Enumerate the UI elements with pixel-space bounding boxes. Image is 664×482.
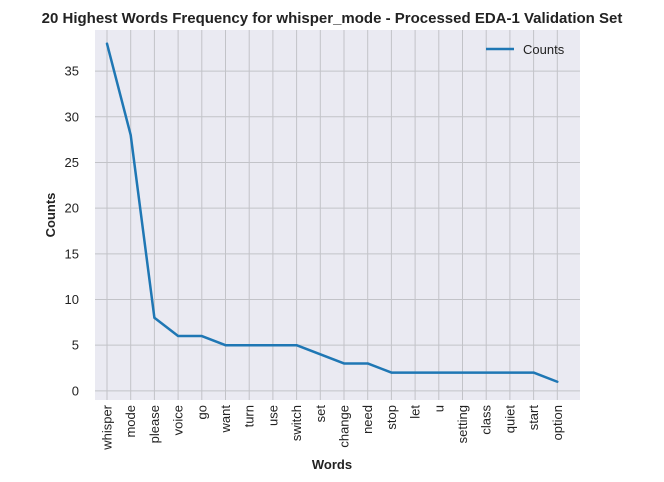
y-tick-label: 15	[65, 246, 79, 261]
x-axis-label: Words	[312, 457, 352, 472]
x-tick-label-turn: turn	[242, 405, 257, 427]
y-tick-label: 20	[65, 201, 79, 216]
y-tick-label: 35	[65, 64, 79, 79]
y-tick-label: 30	[65, 109, 79, 124]
x-tick-label-let: let	[408, 405, 423, 419]
x-tick-label-change: change	[337, 405, 352, 448]
x-tick-label-need: need	[360, 405, 375, 434]
x-tick-label-mode: mode	[123, 405, 138, 438]
legend: Counts	[486, 42, 565, 57]
x-tick-label-use: use	[265, 405, 280, 426]
x-tick-label-set: set	[313, 405, 328, 423]
y-tick-label: 25	[65, 155, 79, 170]
x-tick-label-please: please	[147, 405, 162, 443]
x-tick-label-quiet: quiet	[502, 405, 517, 434]
legend-label-counts: Counts	[523, 42, 565, 57]
x-tick-label-want: want	[218, 405, 233, 434]
x-tick-label-voice: voice	[171, 405, 186, 435]
x-tick-label-start: start	[526, 405, 541, 431]
y-tick-label: 0	[72, 383, 79, 398]
y-axis-ticks: 0 5 10 15 20 25 30 35	[65, 64, 79, 399]
y-tick-label: 10	[65, 292, 79, 307]
chart-title: 20 Highest Words Frequency for whisper_m…	[42, 10, 623, 27]
x-tick-label-option: option	[550, 405, 565, 440]
gridlines	[95, 30, 580, 400]
x-tick-label-switch: switch	[289, 405, 304, 441]
counts-series-line	[105, 42, 559, 383]
x-tick-label-go: go	[194, 405, 209, 419]
y-tick-label: 5	[72, 338, 79, 353]
x-tick-label-u: u	[431, 405, 446, 412]
y-axis-label: Counts	[43, 193, 58, 238]
x-axis-ticks: whisper mode please voice go want turn use switc…	[100, 404, 565, 450]
x-tick-label-setting: setting	[455, 405, 470, 443]
x-tick-label-class: class	[479, 405, 494, 435]
x-tick-label-whisper: whisper	[100, 404, 115, 450]
plot-area	[95, 30, 580, 400]
x-tick-label-stop: stop	[384, 405, 399, 430]
